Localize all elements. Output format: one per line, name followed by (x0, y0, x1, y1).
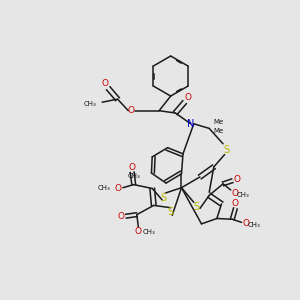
Text: S: S (194, 202, 200, 212)
Text: N: N (187, 119, 194, 129)
Text: O: O (232, 189, 239, 198)
Text: O: O (232, 200, 239, 208)
Text: O: O (135, 227, 142, 236)
Text: Me: Me (213, 128, 224, 134)
Text: CH₃: CH₃ (98, 185, 111, 191)
Text: O: O (102, 79, 109, 88)
Text: CH₃: CH₃ (237, 192, 249, 198)
Text: O: O (233, 175, 240, 184)
Text: CH₃: CH₃ (83, 101, 96, 107)
Text: S: S (161, 193, 167, 203)
Text: O: O (184, 93, 191, 102)
Text: O: O (128, 106, 135, 115)
Text: S: S (168, 207, 174, 217)
Text: CH₃: CH₃ (248, 222, 260, 228)
Text: O: O (129, 163, 136, 172)
Text: O: O (118, 212, 125, 221)
Text: Me: Me (213, 119, 224, 125)
Text: CH₃: CH₃ (128, 173, 141, 179)
Text: O: O (243, 219, 250, 228)
Text: S: S (223, 145, 229, 155)
Text: O: O (115, 184, 122, 193)
Text: CH₃: CH₃ (143, 229, 155, 235)
